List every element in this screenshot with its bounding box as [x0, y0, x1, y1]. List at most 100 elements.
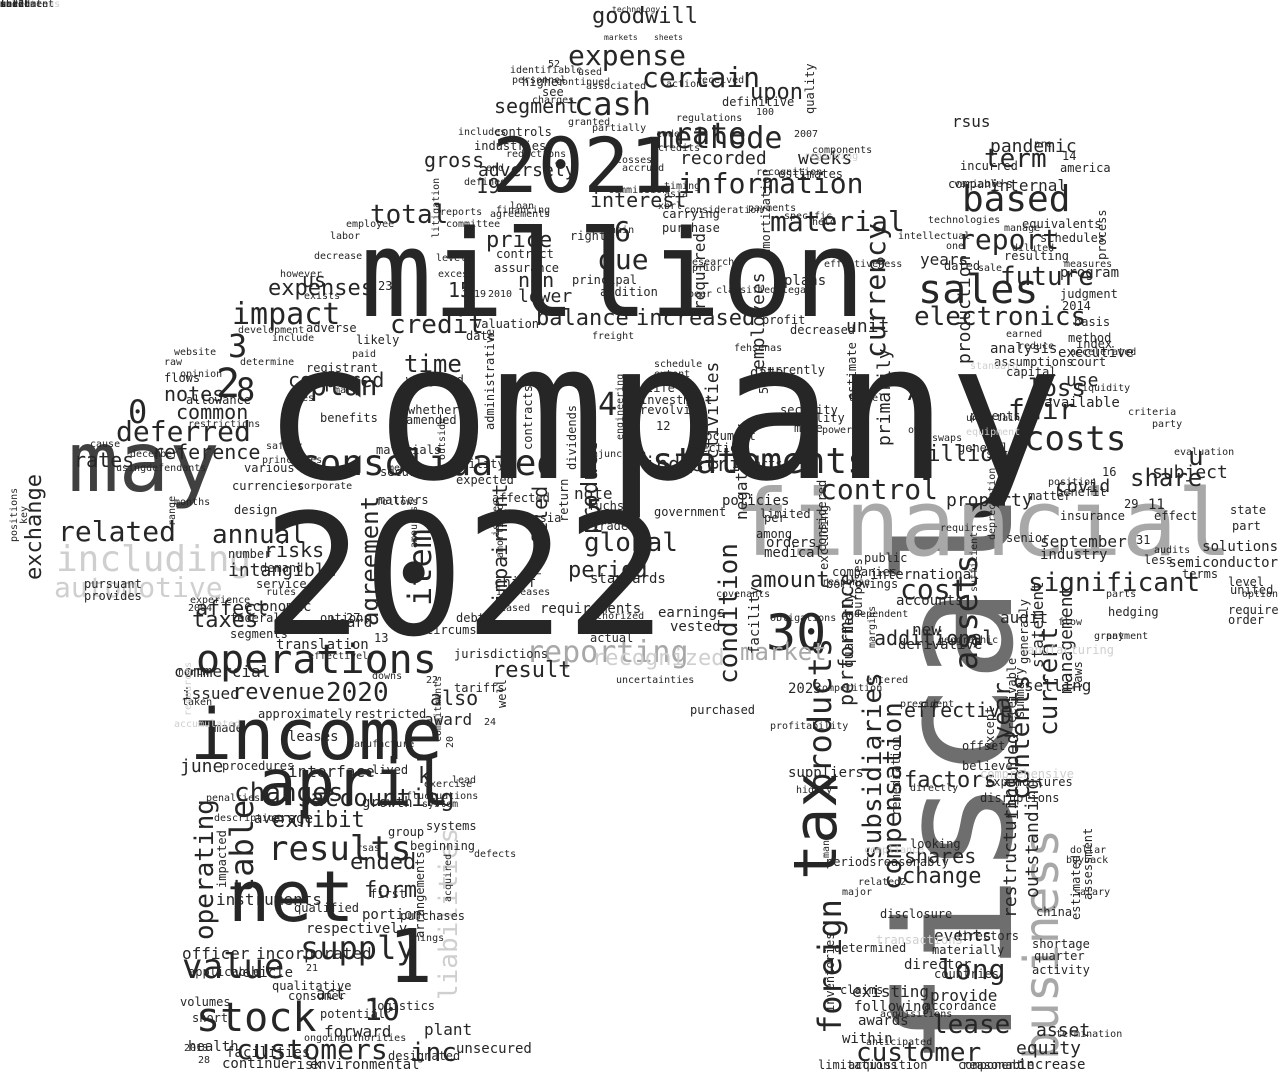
word-cloud-word: pandemic: [990, 136, 1077, 157]
word-cloud-word: long: [938, 953, 1006, 986]
word-cloud-word: allowance: [186, 393, 252, 407]
word-cloud-word: limitations: [818, 1058, 898, 1072]
word-cloud-word: taken: [182, 697, 213, 708]
word-cloud-word: committee: [446, 219, 501, 230]
word-cloud-word: companies: [832, 565, 898, 579]
word-cloud-word: non: [518, 268, 555, 292]
word-cloud-word: activity: [1032, 963, 1090, 977]
word-cloud-word: accelerated: [1070, 347, 1137, 358]
word-cloud-word: accrued: [622, 163, 665, 174]
word-cloud-word: remediation: [889, 736, 903, 816]
word-cloud-word: chain: [604, 225, 635, 236]
word-cloud-word: united: [1230, 583, 1274, 597]
word-cloud-word: policies: [722, 493, 790, 509]
word-cloud-word: economic: [244, 599, 312, 615]
word-cloud-word: plan: [310, 369, 378, 402]
word-cloud-word: upon: [750, 80, 803, 105]
word-cloud-word: purchases: [400, 909, 466, 923]
word-cloud-word: three: [0, 0, 31, 10]
word-cloud-word: lower: [518, 286, 573, 307]
word-cloud-word: currency: [859, 223, 892, 358]
word-cloud-word: availability: [758, 411, 845, 425]
word-cloud-word: includes: [458, 127, 507, 138]
word-cloud-word: evaluation: [1174, 447, 1235, 458]
word-cloud-word: instruments: [216, 890, 322, 909]
word-cloud-word: resulting: [1004, 249, 1070, 263]
word-cloud-word: matters: [378, 493, 429, 507]
word-cloud-word: made: [214, 721, 243, 735]
word-cloud-word: sold: [0, 0, 25, 10]
word-cloud-word: accumulated: [174, 719, 241, 730]
word-cloud-word: specific: [784, 211, 833, 222]
word-cloud-word: charges: [532, 95, 575, 106]
word-cloud-word: program: [1060, 265, 1120, 281]
word-cloud-word: including: [56, 539, 252, 580]
word-cloud-word: future: [1000, 262, 1094, 292]
word-cloud-word: index: [1076, 337, 1113, 351]
word-cloud-word: group: [388, 825, 425, 839]
word-cloud-word: capital: [1006, 365, 1057, 379]
word-cloud-word: order: [1228, 613, 1265, 627]
word-cloud-word: june: [180, 756, 224, 777]
word-cloud-word: hedging: [1108, 605, 1159, 619]
word-cloud-word: 2022: [262, 478, 667, 674]
word-cloud-word: estimates: [778, 167, 844, 181]
word-cloud-word: ongoing: [304, 1033, 347, 1044]
word-cloud-word: materials: [376, 443, 442, 457]
word-cloud-word: respect: [533, 533, 544, 576]
word-cloud-word: exhibit: [272, 808, 365, 833]
word-cloud-word: basis: [1074, 315, 1111, 329]
word-cloud-word: senior: [1006, 531, 1050, 545]
word-cloud-word: options: [320, 611, 371, 625]
word-cloud-word: cause: [90, 439, 121, 450]
word-cloud-word: rules: [266, 587, 297, 598]
word-cloud-word: timing: [664, 181, 701, 192]
word-cloud-word: internal: [990, 176, 1068, 195]
word-cloud-word: health: [188, 1039, 239, 1055]
word-cloud-word: increased: [636, 306, 756, 331]
word-cloud-word: downs: [372, 671, 403, 682]
word-cloud-word: respectively: [306, 921, 408, 937]
word-cloud-word: expense: [568, 39, 687, 72]
word-cloud-word: loss: [1028, 374, 1086, 402]
word-cloud-word: 3: [228, 327, 248, 365]
word-cloud-word: continue: [222, 1056, 290, 1072]
word-cloud-word: granted: [568, 117, 611, 128]
word-cloud-word: meet: [388, 463, 413, 474]
word-cloud-word: fehsenas: [734, 343, 783, 354]
word-cloud-word: increases: [496, 587, 551, 598]
word-cloud-word: segments: [230, 627, 288, 641]
word-cloud-word: held: [812, 217, 837, 228]
word-cloud-word: highly: [796, 785, 833, 796]
word-cloud-word: intellectual: [898, 231, 971, 242]
word-cloud-word: major: [842, 887, 873, 898]
word-cloud-word: audit: [1000, 608, 1049, 627]
word-cloud-word: debt: [456, 611, 485, 625]
word-cloud-word: commercial: [174, 662, 271, 681]
word-cloud-word: profitability: [770, 721, 849, 732]
word-cloud-word: statements: [652, 441, 869, 482]
word-cloud-word: conditions: [0, 0, 61, 10]
word-cloud-word: effectively: [308, 651, 375, 662]
word-cloud-word: growth: [362, 795, 413, 811]
word-cloud-word: factors: [904, 768, 997, 793]
word-cloud-word: litigation: [431, 177, 442, 238]
word-cloud-word: government: [654, 505, 727, 519]
word-cloud-word: principal: [572, 273, 638, 287]
word-cloud-word: equivalents: [1022, 217, 1102, 231]
word-cloud-word: end: [486, 163, 505, 174]
word-cloud-word: lived: [372, 763, 409, 777]
word-cloud-word: countries: [934, 967, 1000, 981]
word-cloud-word: excluding: [817, 504, 831, 570]
word-cloud-word: environmental: [310, 1057, 420, 1073]
word-cloud-word: 19: [476, 174, 501, 198]
word-cloud-word: controls: [494, 125, 552, 139]
word-cloud-word: power: [822, 425, 853, 436]
word-cloud-word: inventories: [823, 932, 837, 1012]
word-cloud-word: china: [1036, 905, 1073, 919]
word-cloud-word: impact: [232, 297, 341, 332]
word-cloud-word: one: [946, 241, 965, 252]
word-cloud-word: lease: [932, 1010, 1011, 1040]
word-cloud-word: flows: [164, 371, 201, 385]
word-cloud-word: measures: [1064, 259, 1113, 270]
